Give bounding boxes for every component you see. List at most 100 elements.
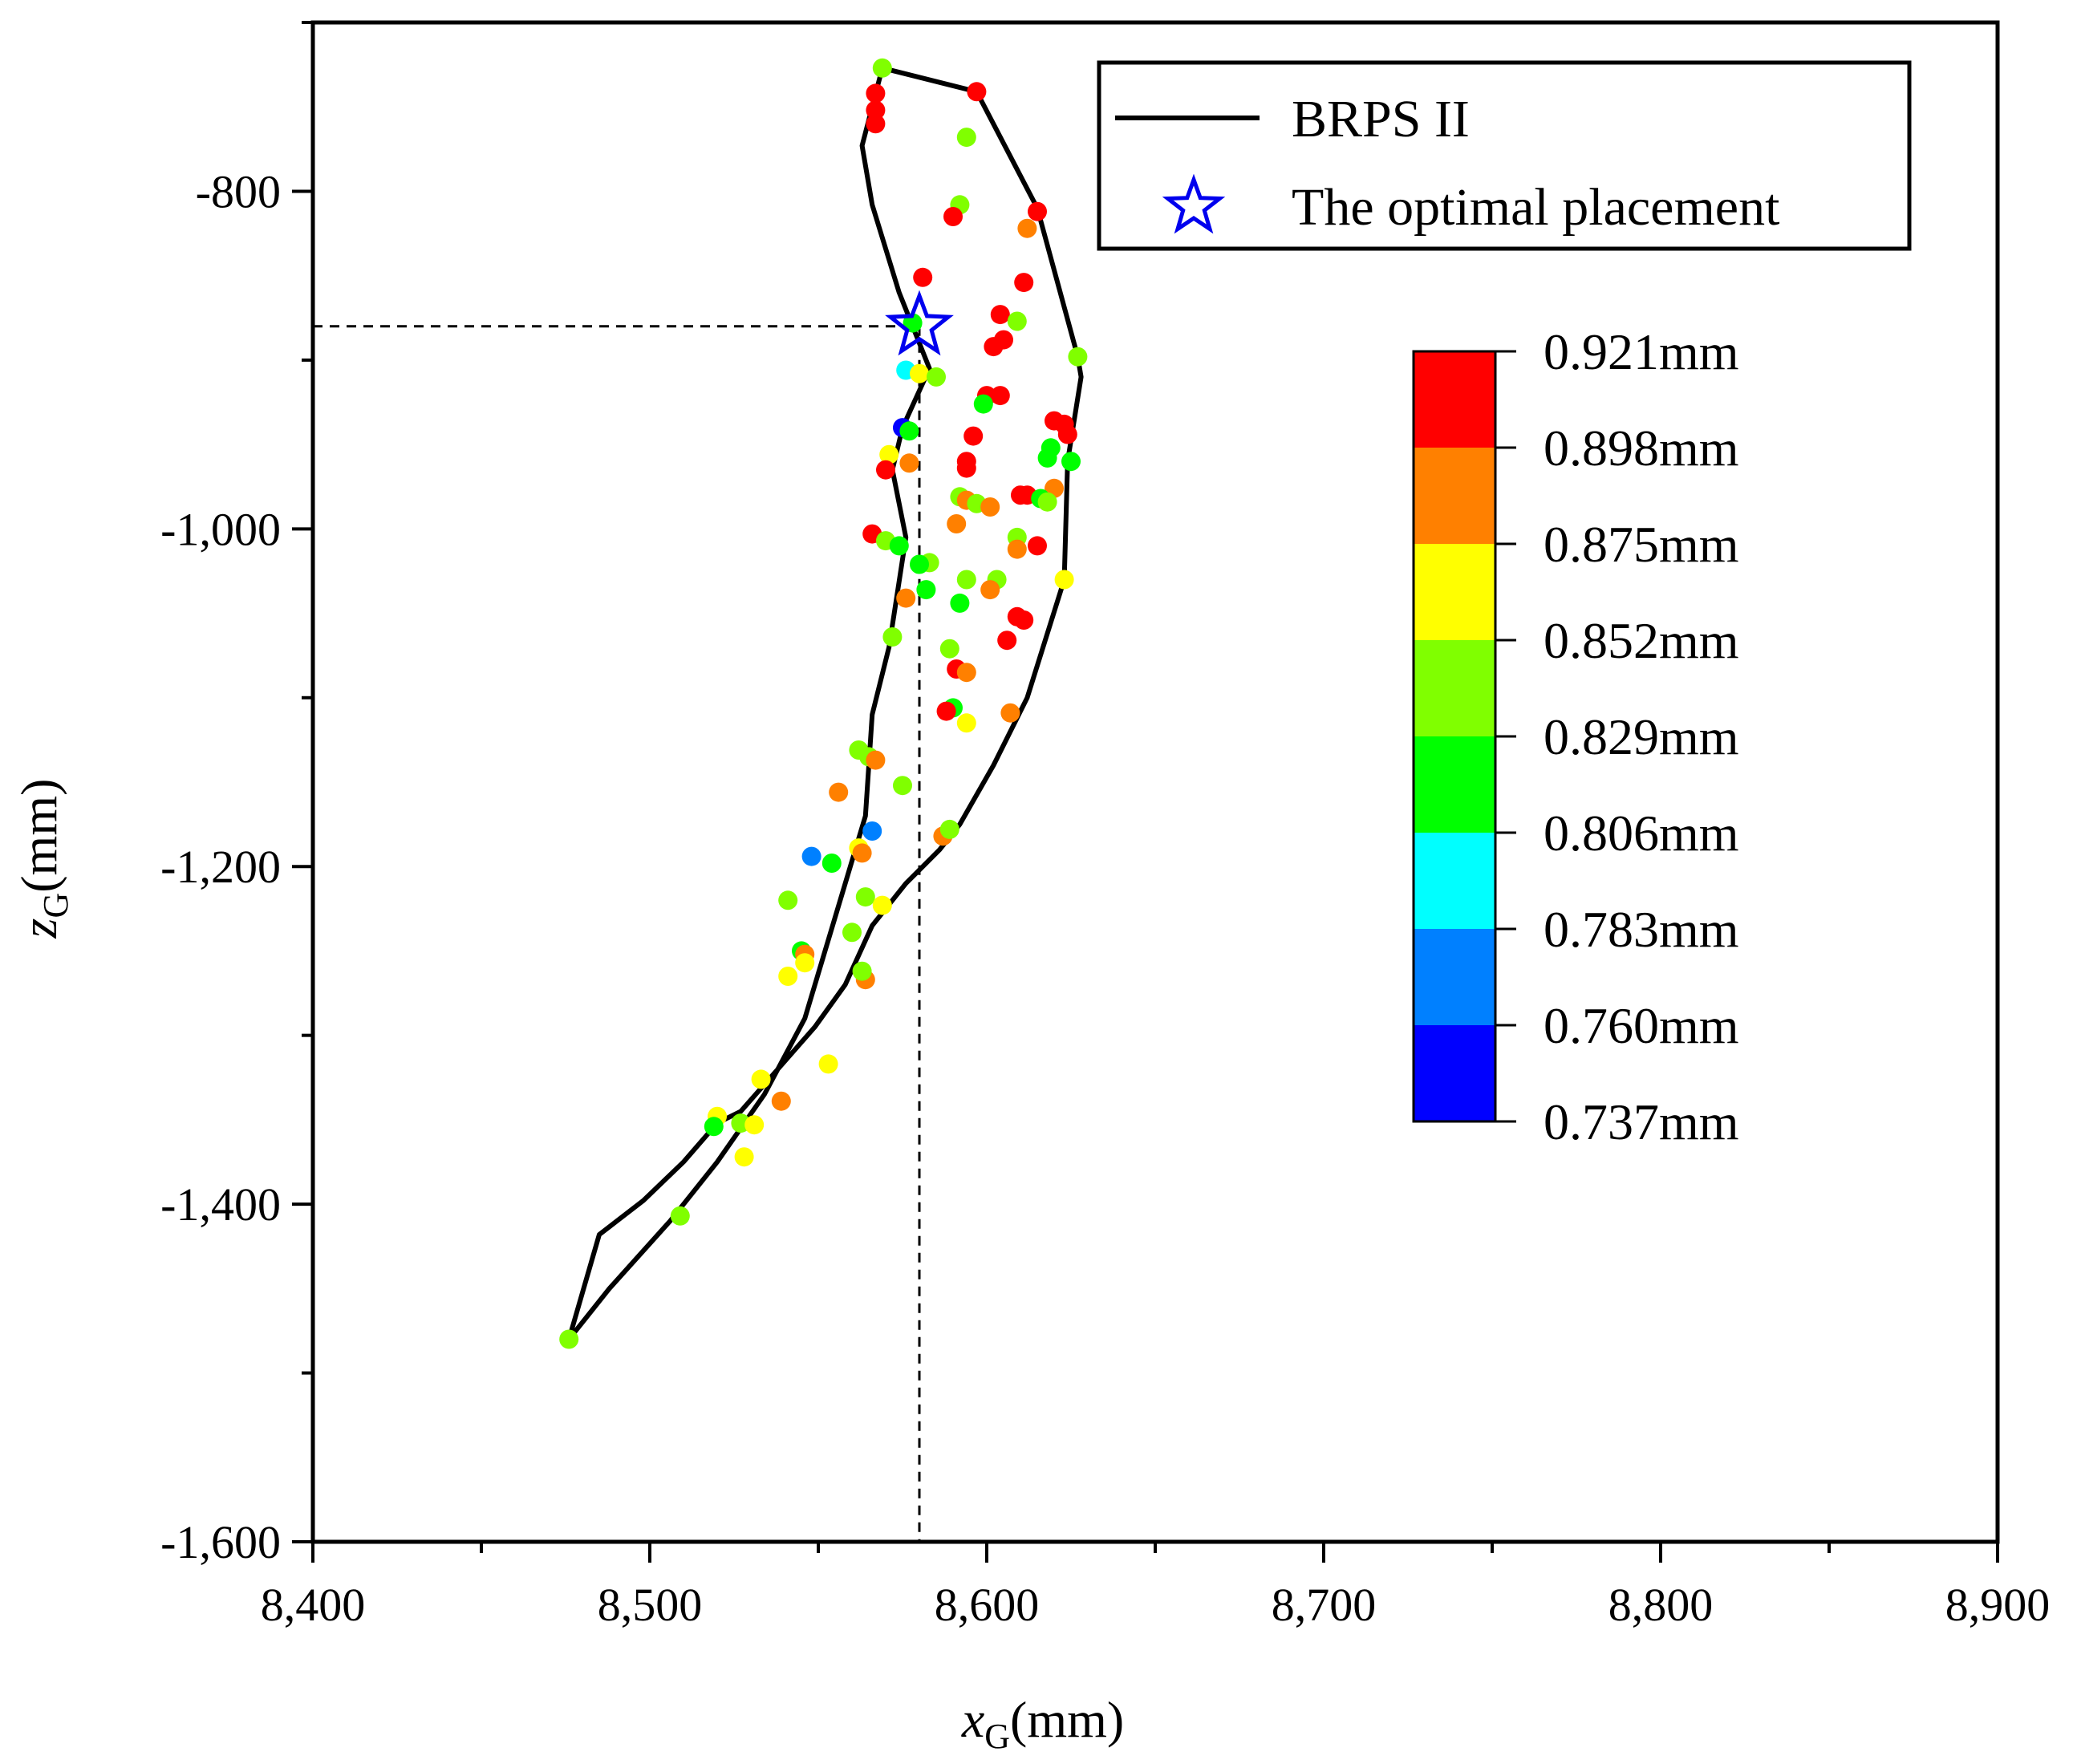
data-point — [778, 890, 798, 910]
data-point — [855, 887, 875, 907]
data-point — [795, 953, 815, 973]
y-tick-label: -1,600 — [160, 1516, 281, 1568]
data-point — [896, 588, 916, 608]
x-axis-title: xG(mm) — [961, 1691, 1124, 1756]
colorbar: 0.921mm 0.898mm 0.875mm 0.852mm 0.829mm 0.806… — [1412, 323, 1739, 1150]
data-point — [842, 923, 862, 943]
data-point — [910, 363, 929, 383]
data-point — [1007, 311, 1027, 331]
data-point — [939, 639, 959, 659]
data-point — [939, 819, 959, 839]
data-point — [956, 128, 976, 148]
data-point — [899, 421, 919, 441]
data-point — [956, 458, 976, 478]
x-tick-label: 8,600 — [935, 1579, 1040, 1631]
colorbar-label: 0.829mm — [1544, 708, 1739, 765]
x-tick-label: 8,400 — [261, 1579, 366, 1631]
y-tick-label: -800 — [196, 165, 281, 217]
data-point — [956, 570, 976, 590]
data-point — [990, 386, 1010, 406]
data-point — [866, 100, 886, 120]
x-tick-label: 8,900 — [1945, 1579, 2051, 1631]
data-point — [950, 593, 970, 613]
boundary-layer — [566, 65, 1084, 1342]
data-point — [1068, 347, 1088, 367]
y-axis-title: zG(mm) — [10, 779, 75, 939]
data-point — [866, 750, 886, 770]
colorbar-band — [1414, 351, 1495, 448]
data-point — [1007, 539, 1027, 559]
data-point — [927, 367, 946, 387]
data-point — [990, 305, 1010, 325]
data-point — [1028, 201, 1047, 221]
data-point — [744, 1115, 765, 1135]
data-point — [1017, 218, 1037, 238]
data-point — [1057, 424, 1077, 444]
colorbar-band — [1414, 448, 1495, 544]
data-point — [559, 1329, 579, 1349]
legend-box — [1097, 60, 1912, 251]
data-point — [801, 846, 821, 866]
legend-star-icon — [1162, 173, 1226, 234]
data-point — [913, 267, 933, 287]
colorbar-band — [1414, 736, 1495, 833]
colorbar-band — [1414, 1025, 1495, 1121]
data-point — [1028, 536, 1047, 556]
data-point — [980, 580, 1000, 600]
data-point — [879, 444, 899, 464]
data-point — [1014, 610, 1034, 630]
optimal-placement-star — [885, 290, 954, 356]
data-point — [1037, 492, 1057, 512]
data-point — [956, 663, 976, 683]
colorbar-label: 0.760mm — [1544, 997, 1739, 1054]
data-point — [876, 460, 895, 480]
data-point — [852, 843, 872, 863]
legend-label-optimal: The optimal placement — [1292, 178, 1779, 237]
data-point — [829, 782, 849, 802]
data-point — [980, 497, 1000, 517]
data-point — [1000, 703, 1020, 723]
data-point — [916, 580, 936, 600]
y-tick-label: -1,400 — [160, 1178, 281, 1231]
y-tick-label: -1,200 — [160, 841, 281, 893]
data-point — [704, 1117, 724, 1137]
colorbar-label: 0.737mm — [1544, 1093, 1739, 1150]
colorbar-label: 0.806mm — [1544, 805, 1739, 862]
colorbar-label: 0.921mm — [1544, 323, 1739, 380]
data-point — [910, 554, 929, 574]
data-point — [956, 713, 976, 733]
x-tick-label: 8,700 — [1272, 1579, 1377, 1631]
colorbar-band — [1414, 640, 1495, 736]
data-point — [1054, 570, 1074, 590]
data-point — [866, 83, 886, 103]
data-point — [778, 967, 798, 986]
data-point — [889, 536, 909, 556]
data-point — [936, 701, 956, 721]
data-point — [1061, 452, 1081, 472]
data-point — [872, 895, 892, 915]
data-point — [882, 627, 903, 647]
data-points — [559, 58, 1088, 1349]
data-point — [821, 854, 842, 873]
data-point — [866, 114, 886, 134]
axes: 8,400 8,500 8,600 8,700 8,800 8,900 -800 -1,000… — [160, 21, 2051, 1631]
data-point — [947, 514, 967, 533]
data-point — [734, 1147, 754, 1167]
data-point — [852, 961, 872, 981]
x-tick-label: 8,500 — [598, 1579, 703, 1631]
data-point — [771, 1091, 791, 1111]
y-tick-label: -1,000 — [160, 503, 281, 555]
data-point — [751, 1069, 771, 1089]
data-point — [862, 821, 882, 841]
colorbar-label: 0.783mm — [1544, 901, 1739, 958]
data-point — [984, 337, 1004, 357]
data-point — [943, 207, 963, 226]
data-point — [818, 1054, 838, 1074]
colorbar-band — [1414, 929, 1495, 1025]
colorbar-label: 0.898mm — [1544, 420, 1739, 476]
optimal-star-layer — [885, 290, 954, 356]
legend-label-brps: BRPS II — [1292, 90, 1470, 148]
x-tick-label: 8,800 — [1608, 1579, 1714, 1631]
colorbar-label: 0.852mm — [1544, 612, 1739, 669]
